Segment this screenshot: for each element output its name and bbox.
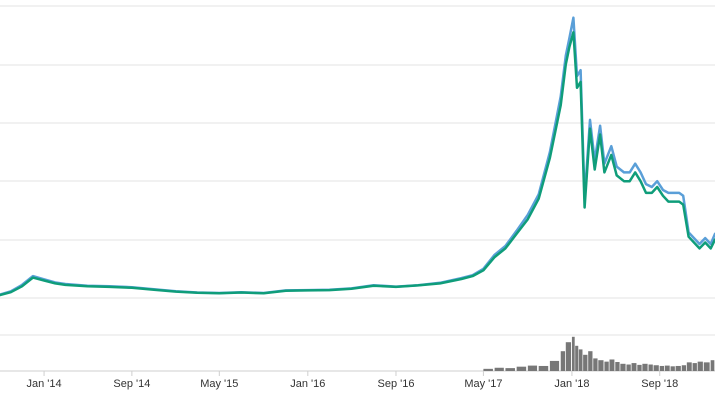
volume-bar bbox=[637, 364, 642, 371]
volume-bar bbox=[538, 365, 549, 371]
x-axis: Jan '14 Sep '14 May '15 Jan '16 Sep '16 May '… bbox=[27, 371, 678, 390]
x-tick-label: Jan '16 bbox=[290, 378, 325, 390]
volume-bar bbox=[615, 362, 620, 371]
volume-bar bbox=[578, 349, 583, 371]
price-series bbox=[0, 16, 715, 297]
volume-bar bbox=[620, 363, 626, 371]
x-tick-label: Jan '18 bbox=[554, 378, 589, 390]
volume-bar bbox=[604, 361, 609, 371]
volume-bar bbox=[565, 342, 572, 371]
volume-bar bbox=[710, 360, 715, 371]
volume-bar bbox=[659, 365, 665, 371]
volume-bar bbox=[505, 368, 515, 371]
volume-bar bbox=[571, 336, 575, 371]
volume-bar bbox=[675, 365, 681, 371]
volume-bars bbox=[483, 336, 715, 371]
x-tick-label: Sep '14 bbox=[113, 378, 150, 390]
volume-bar bbox=[692, 363, 697, 371]
volume-bar bbox=[494, 367, 504, 371]
volume-bar bbox=[516, 366, 527, 371]
volume-bar bbox=[670, 366, 675, 371]
x-tick-label: May '15 bbox=[200, 378, 238, 390]
grid-lines bbox=[0, 5, 715, 372]
x-tick-label: Sep '16 bbox=[377, 378, 414, 390]
volume-bar bbox=[549, 360, 560, 371]
volume-bar bbox=[642, 363, 648, 371]
x-tick-label: Sep '18 bbox=[641, 378, 678, 390]
volume-bar bbox=[483, 368, 493, 371]
volume-bar bbox=[697, 361, 703, 371]
volume-bar bbox=[527, 365, 538, 371]
volume-bar bbox=[593, 358, 598, 371]
volume-bar bbox=[588, 351, 593, 371]
volume-bar bbox=[609, 359, 615, 371]
volume-bar bbox=[631, 363, 637, 371]
x-tick-label: Jan '14 bbox=[27, 378, 62, 390]
volume-bar bbox=[664, 365, 670, 371]
x-tick-label: May '17 bbox=[464, 378, 502, 390]
volume-bar bbox=[575, 345, 579, 371]
volume-bar bbox=[583, 354, 588, 371]
volume-bar bbox=[681, 365, 687, 371]
volume-bar bbox=[686, 362, 692, 371]
volume-bar bbox=[626, 364, 631, 371]
price-line bbox=[0, 16, 715, 296]
price-line bbox=[0, 31, 715, 297]
volume-bar bbox=[648, 364, 653, 371]
volume-bar bbox=[703, 362, 710, 371]
volume-bar bbox=[598, 360, 604, 371]
volume-bar bbox=[653, 365, 659, 371]
volume-bar bbox=[560, 351, 566, 371]
